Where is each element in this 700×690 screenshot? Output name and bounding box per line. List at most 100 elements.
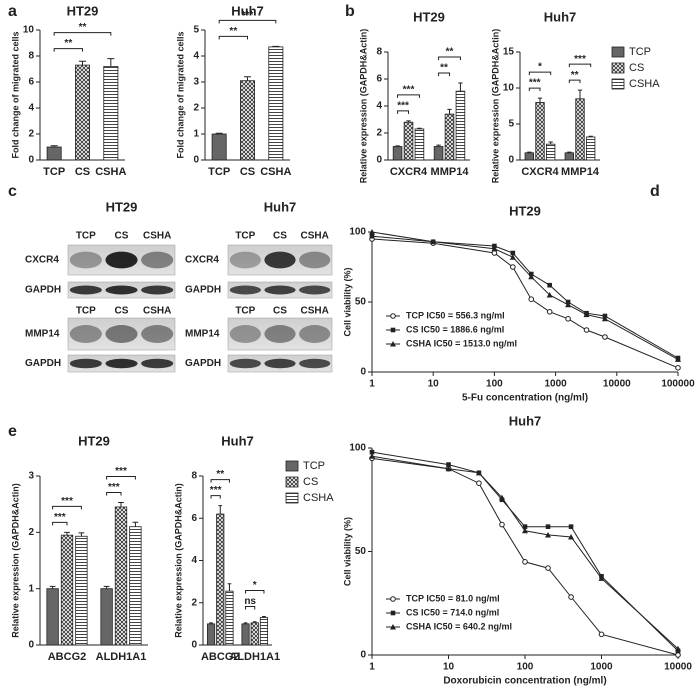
y-axis-label: Fold change of migrated cells: [10, 31, 20, 158]
bar: [259, 617, 269, 646]
y-tick-label: 8: [191, 471, 197, 482]
y-tick-label: 10: [503, 83, 515, 94]
bar: [535, 102, 545, 161]
x-tick-label: 100000: [661, 379, 695, 390]
legend-marker: [390, 341, 396, 347]
error-bar: [49, 585, 56, 589]
significance-bracket: [397, 94, 420, 98]
significance-bracket: [245, 589, 265, 594]
lane-label: CS: [273, 231, 287, 242]
x-tick-label: TCP: [43, 166, 65, 178]
legend-label: CSHA IC50 = 640.2 ng/ml: [406, 621, 512, 631]
error-bar: [107, 58, 115, 67]
y-axis-label: Cell viability (%): [342, 267, 352, 336]
panel-label: b: [345, 3, 355, 20]
panel-label: c: [8, 183, 17, 200]
chart-title: Huh7: [509, 413, 542, 428]
panel-label: d: [650, 183, 660, 200]
marker: [509, 254, 516, 260]
legend-swatch: [611, 62, 625, 74]
chart-title: HT29: [67, 3, 99, 18]
y-tick-label: 3: [193, 77, 199, 88]
blot-band: [69, 358, 102, 369]
y-axis-label: Relative expression (GAPDH&Actin): [490, 29, 500, 184]
marker: [568, 534, 575, 540]
marker: [446, 462, 451, 467]
error-bar: [262, 615, 266, 618]
significance-label: **: [64, 38, 72, 49]
error-bar: [588, 135, 593, 137]
significance-label: **: [571, 70, 579, 81]
x-tick-label: ABCG2: [48, 651, 87, 663]
error-bar: [272, 45, 280, 47]
bar: [75, 64, 90, 161]
chart-title: HT29: [78, 433, 110, 448]
legend-label: CS IC50 = 714.0 ng/ml: [406, 607, 499, 617]
bar: [129, 526, 142, 646]
x-tick-label: 1000: [544, 379, 567, 390]
blot-band: [299, 358, 331, 369]
y-tick-label: 1: [28, 583, 34, 594]
significance-label: **: [446, 47, 454, 58]
error-bar: [395, 145, 400, 147]
marker: [491, 245, 498, 252]
y-tick-label: 6: [28, 77, 34, 88]
bar: [241, 623, 250, 646]
marker: [528, 273, 535, 280]
marker: [491, 250, 498, 256]
lane-label: CSHA: [300, 306, 328, 317]
significance-label: **: [79, 22, 87, 33]
error-bar: [527, 151, 532, 153]
y-tick-label: 100: [349, 443, 366, 454]
panel-label: a: [8, 3, 17, 20]
x-tick-label: CXCR4: [390, 166, 428, 178]
significance-label: **: [229, 26, 237, 37]
bar: [268, 46, 284, 161]
marker: [675, 652, 681, 658]
x-tick-label: TCP: [208, 166, 230, 178]
significance-label: ***: [210, 485, 222, 496]
lane-label: CSHA: [143, 306, 171, 317]
blot-row-label: CXCR4: [185, 255, 219, 266]
marker: [546, 292, 553, 298]
x-axis-label: 5-Fu concentration (ng/ml): [462, 393, 588, 404]
bar: [100, 588, 113, 646]
y-tick-label: 50: [355, 546, 367, 557]
y-tick-label: 4: [193, 51, 199, 62]
line: [371, 231, 679, 360]
blot-row-label: GAPDH: [25, 358, 61, 369]
marker: [369, 453, 375, 459]
y-tick-label: 0: [191, 640, 197, 651]
x-tick-label: 10: [428, 379, 440, 390]
x-tick-label: CS: [240, 166, 255, 178]
y-tick-label: 5: [193, 25, 199, 36]
lane-label: TCP: [235, 231, 255, 242]
lane-label: CS: [115, 306, 129, 317]
marker: [510, 250, 516, 256]
error-bar: [103, 585, 110, 589]
marker: [499, 521, 505, 528]
y-tick-label: 10: [23, 25, 35, 36]
error-bar: [132, 521, 139, 527]
x-tick-label: MMP14: [561, 166, 600, 178]
bar: [433, 146, 444, 161]
bar: [586, 136, 596, 161]
significance-bracket: [210, 495, 221, 499]
y-tick-label: 0: [360, 367, 366, 378]
significance-label: ***: [242, 10, 254, 21]
significance-bracket: [528, 87, 541, 92]
blot-band: [264, 358, 296, 369]
x-tick-label: 1: [369, 662, 375, 673]
bar: [250, 622, 259, 646]
significance-bracket: [53, 48, 83, 52]
significance-label: ***: [529, 78, 541, 89]
y-axis-label: Cell viability (%): [342, 517, 352, 586]
bar: [46, 588, 59, 646]
blot-band: [229, 285, 261, 295]
marker: [583, 327, 590, 333]
line: [371, 235, 679, 359]
bar: [211, 133, 227, 161]
bar: [206, 623, 216, 646]
marker: [522, 524, 528, 529]
